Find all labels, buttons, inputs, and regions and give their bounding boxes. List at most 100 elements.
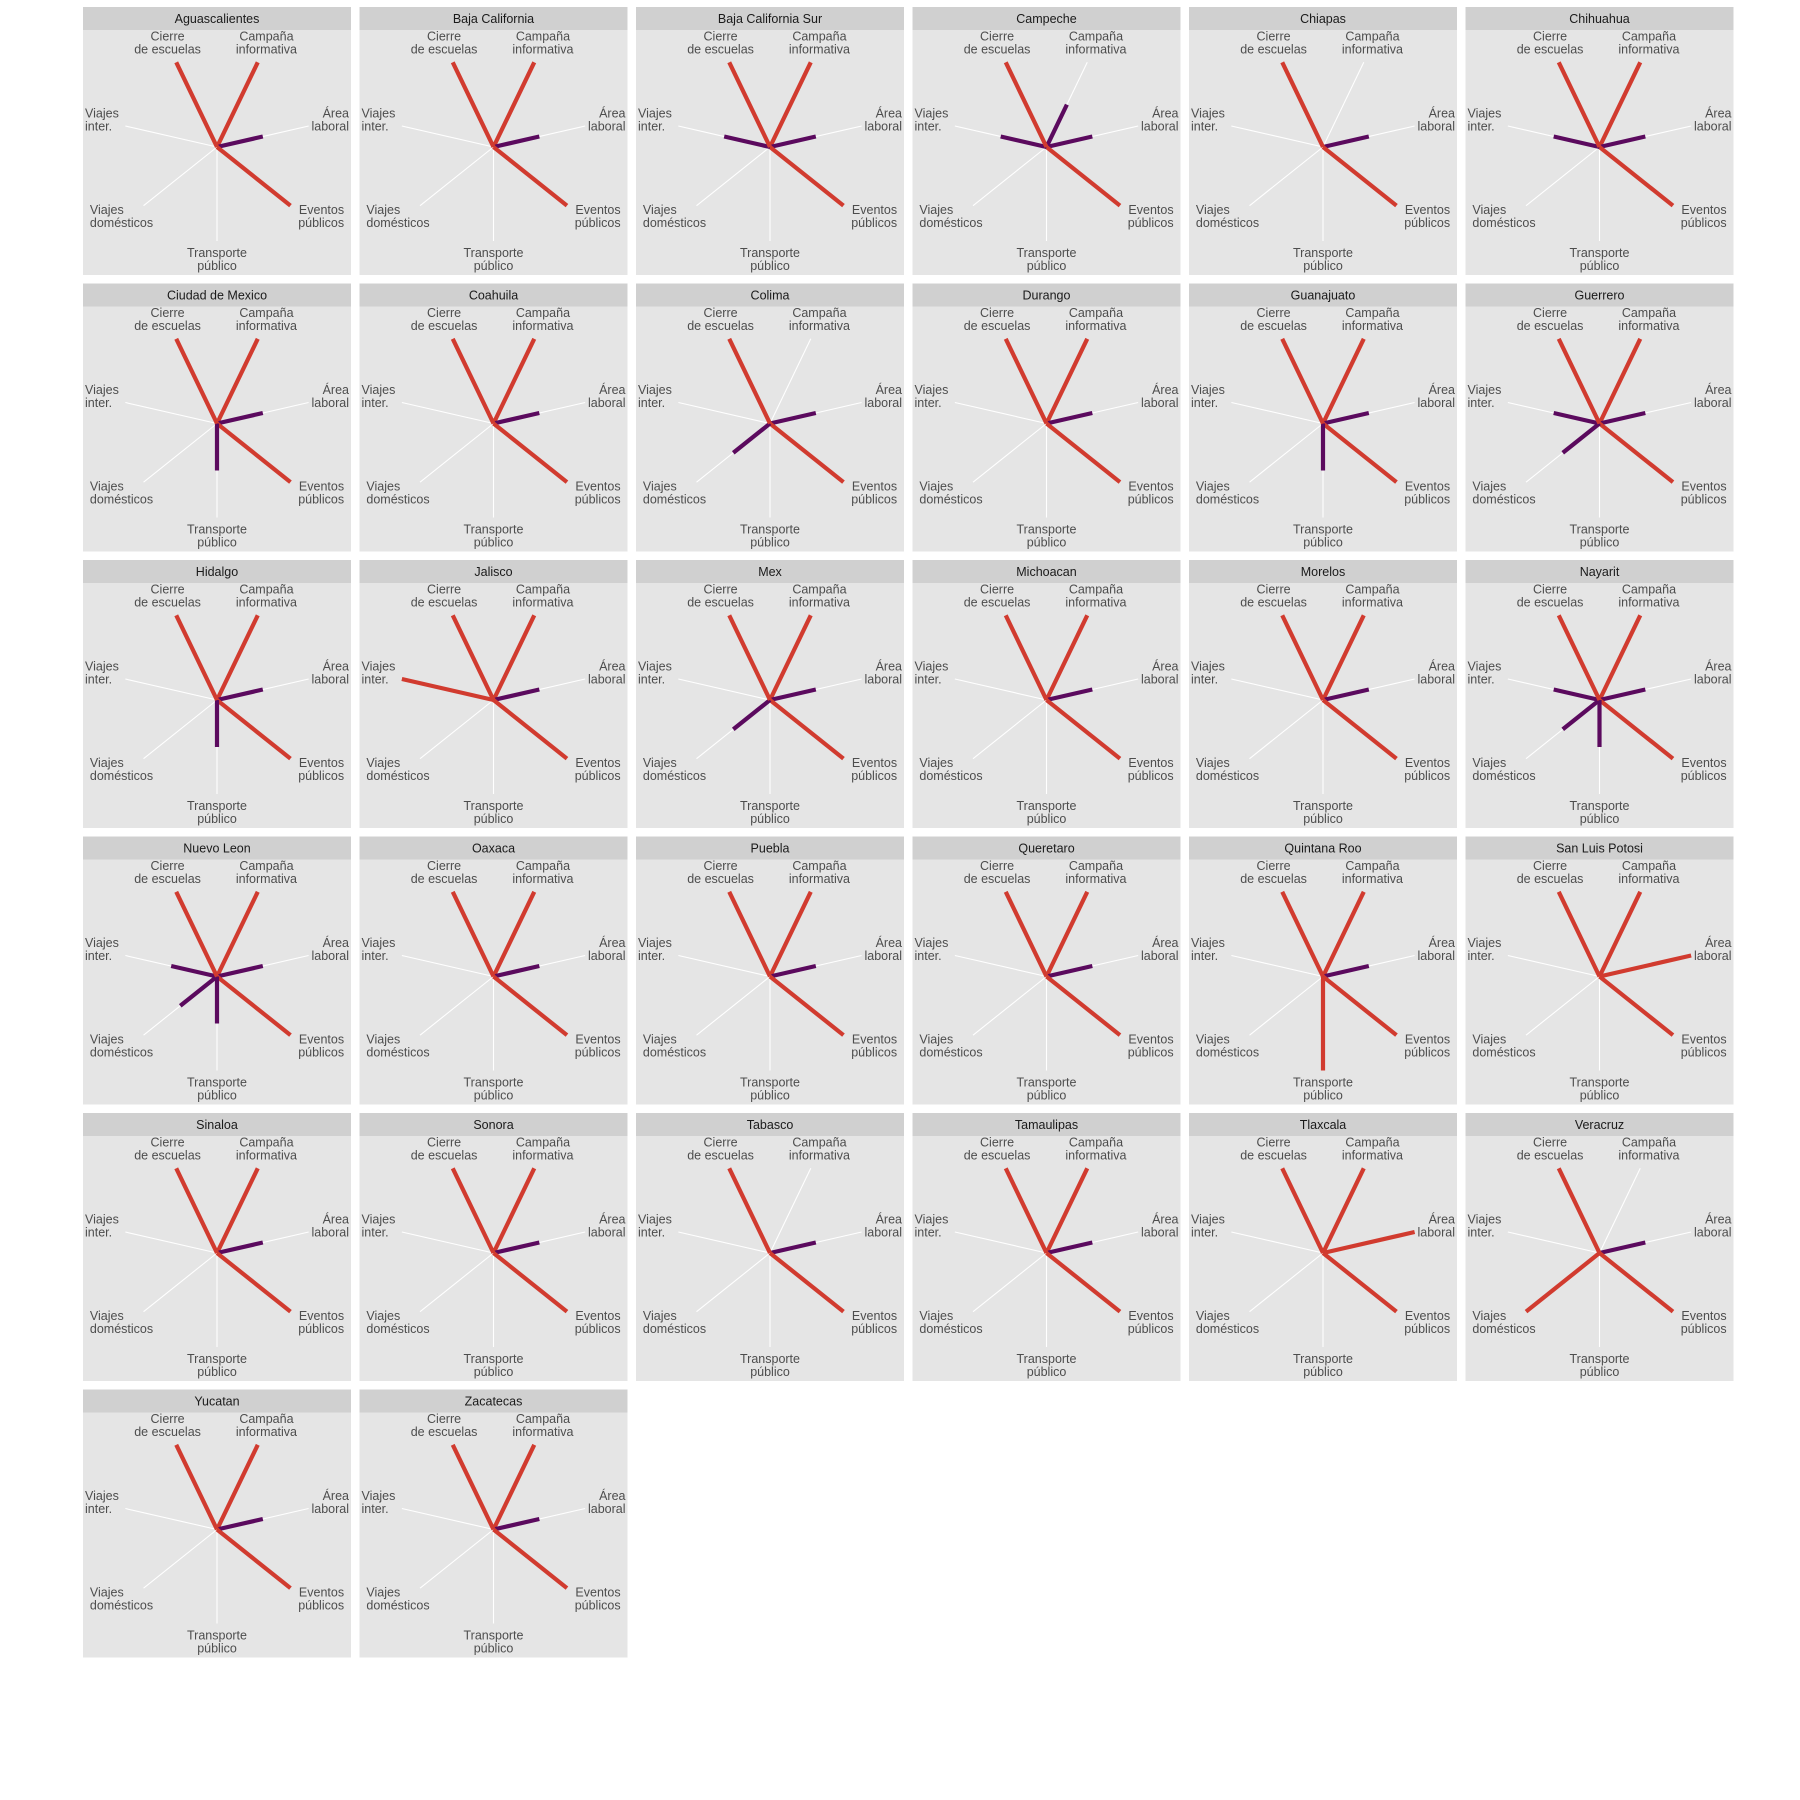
axis-label: Transporte público [1293,523,1353,550]
data-spoke [731,421,772,455]
data-spoke [215,1167,260,1254]
data-spoke [1597,61,1643,148]
guide-spoke [769,1168,812,1254]
data-spoke [1046,963,1093,979]
axis-label: Transporte público [740,1076,800,1103]
axis-label: Cierre de escuelas [411,859,478,886]
data-spoke [215,1443,260,1531]
data-spoke [492,1251,569,1314]
data-spoke [1046,410,1093,426]
axis-label: Eventos públicos [575,203,621,230]
axis-label: Cierre de escuelas [964,306,1031,333]
axis-label: Cierre de escuelas [1517,859,1584,886]
facet-strip [83,1113,351,1136]
axis-label: Área laboral [1694,659,1732,687]
axis-label: Eventos públicos [298,1033,344,1060]
axis-label: Viajes inter. [1468,1213,1502,1240]
data-spoke [1599,410,1646,426]
state-panel: Aguascalientes Campaña informativa Área labo… [83,7,351,275]
guide-spoke [1525,146,1600,207]
axis-label: Campaña informativa [1342,1135,1403,1162]
data-spoke [727,1167,772,1254]
axis-label: Transporte público [187,799,247,826]
state-panel: Morelos Campaña informativa Área laboral Even… [1189,560,1457,828]
data-spoke [1280,890,1325,978]
axis-label: Transporte público [464,1352,524,1379]
axis-label: Eventos públicos [1681,756,1727,783]
guide-spoke [401,1231,494,1254]
axis-label: Campaña informativa [512,1135,573,1162]
data-spoke [215,974,292,1037]
state-panel: Tabasco Campaña informativa Área laboral Even… [636,1113,904,1381]
guide-spoke [125,125,218,148]
guide-spoke [401,1507,494,1531]
facet-title: Zacatecas [465,1395,523,1409]
data-spoke [723,134,771,150]
axis-label: Área laboral [1694,106,1732,134]
facet-strip [912,1113,1181,1136]
data-spoke [491,1167,537,1254]
guide-spoke [1249,976,1324,1036]
facet-strip [83,283,351,307]
state-panel: Chiapas Campaña informativa Área laboral Even… [1189,7,1457,275]
axis-label: Eventos públicos [575,1309,621,1336]
axis-label: Transporte público [464,523,524,550]
axis-label: Viajes domésticos [919,480,982,507]
axis-label: Transporte público [1293,799,1353,826]
state-panel: Zacatecas Campaña informativa Área laboral Ev… [359,1389,628,1658]
data-spoke [1561,698,1601,731]
facet-title: Yucatan [194,1395,239,1409]
axis-label: Viajes inter. [362,107,396,134]
data-spoke [1599,134,1646,150]
axis-label: Transporte público [464,246,524,273]
data-spoke [768,890,813,978]
facet-strip [83,836,351,860]
facet-strip [1465,1113,1734,1136]
axis-label: Viajes inter. [1191,936,1225,963]
data-spoke [1044,890,1090,978]
facet-strip [83,7,351,30]
facet-title: Ciudad de Mexico [167,289,267,303]
data-spoke [768,145,845,208]
guide-spoke [678,401,771,425]
axis-label: Viajes domésticos [643,203,706,230]
axis-label: Viajes inter. [85,1213,119,1240]
data-spoke [491,337,537,425]
axis-label: Campaña informativa [512,582,573,609]
data-spoke [769,687,817,703]
data-spoke [768,614,813,701]
axis-label: Cierre de escuelas [411,306,478,333]
axis-label: Viajes domésticos [90,1309,153,1336]
axis-label: Cierre de escuelas [411,582,478,609]
axis-label: Área laboral [1417,382,1455,410]
guide-spoke [1231,954,1324,978]
axis-label: Viajes inter. [362,1489,396,1516]
facet-title: San Luis Potosi [1556,842,1643,856]
data-spoke [450,337,496,425]
axis-label: Transporte público [1017,1076,1077,1103]
facet-title: Puebla [751,842,790,856]
facet-title: Nuevo Leon [183,842,250,856]
facet-title: Tabasco [747,1118,794,1132]
facet-strip [1189,836,1457,860]
guide-spoke [678,954,771,978]
axis-label: Área laboral [1694,382,1732,410]
axis-label: Campaña informativa [236,582,297,609]
data-spoke [1598,421,1675,484]
data-spoke [1556,1167,1602,1254]
axis-label: Cierre de escuelas [1517,29,1584,56]
axis-label: Viajes inter. [362,660,396,687]
axis-label: Viajes inter. [915,383,949,410]
data-spoke [401,676,494,703]
facet-strip [359,283,628,307]
facet-title: Guanajuato [1291,289,1356,303]
axis-label: Viajes inter. [85,660,119,687]
data-spoke [1524,1251,1601,1314]
axis-label: Eventos públicos [851,480,897,507]
state-panel: Oaxaca Campaña informativa Área laboral Event… [359,836,628,1105]
axis-label: Viajes domésticos [1472,480,1535,507]
guide-spoke [1231,1231,1324,1254]
axis-label: Eventos públicos [575,1033,621,1060]
axis-label: Transporte público [1293,246,1353,273]
axis-label: Viajes domésticos [1196,203,1259,230]
